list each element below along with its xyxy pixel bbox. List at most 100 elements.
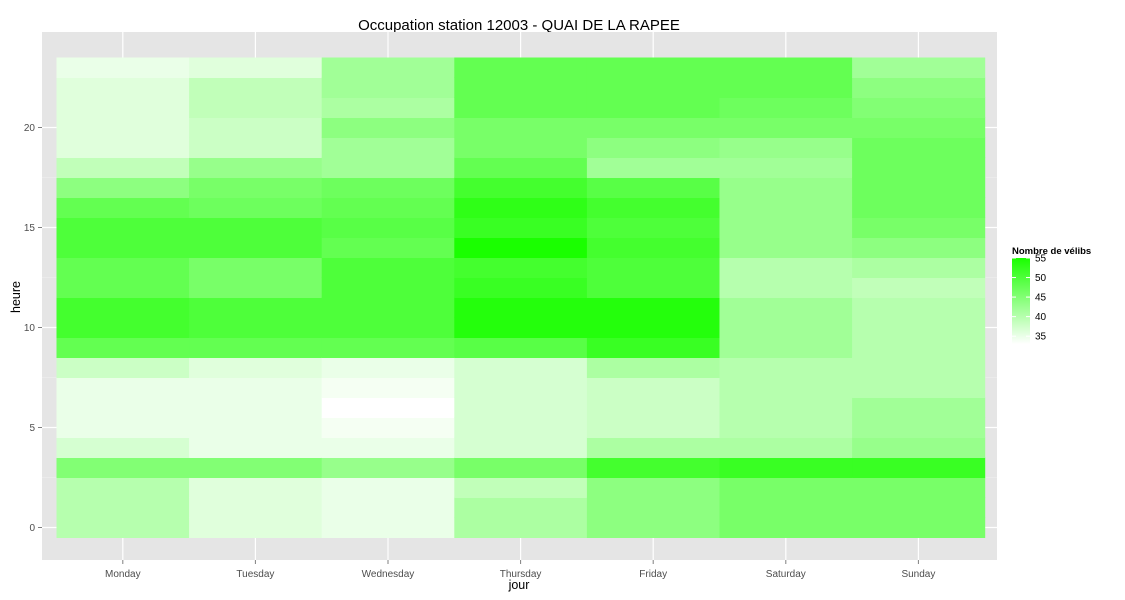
heatmap-cell [852,397,986,418]
heatmap-cell [189,137,323,158]
heatmap-cell [189,457,323,478]
heatmap-cell [586,237,720,258]
heatmap-cell [56,497,190,518]
heatmap-cell [586,277,720,298]
heatmap-cell [586,357,720,378]
heatmap-cell [189,77,323,98]
heatmap-cell [852,337,986,358]
heatmap-cell [189,377,323,398]
heatmap-cell [852,77,986,98]
heatmap-cell [454,157,588,178]
heatmap-cell [719,377,853,398]
heatmap-cell [189,517,323,538]
heatmap-cell [586,57,720,78]
heatmap-cell [56,357,190,378]
heatmap-cell [852,477,986,498]
heatmap-cell [321,237,455,258]
heatmap-cell [56,277,190,298]
heatmap-cell [321,197,455,218]
heatmap-cell [321,257,455,278]
heatmap-cell [454,57,588,78]
heatmap-cell [719,257,853,278]
heatmap-cell [321,357,455,378]
heatmap-cell [454,397,588,418]
heatmap-cell [719,77,853,98]
heatmap-cell [189,197,323,218]
heatmap-cell [56,337,190,358]
heatmap-cell [719,57,853,78]
heatmap-cell [852,317,986,338]
heatmap-cell [719,357,853,378]
heatmap-cell [719,177,853,198]
heatmap-cell [586,137,720,158]
y-tick-label: 15 [24,223,36,234]
heatmap-cell [719,117,853,138]
heatmap-cell [321,97,455,118]
heatmap-cell [454,97,588,118]
heatmap-cell [719,397,853,418]
heatmap-cell [321,177,455,198]
heatmap-cell [454,377,588,398]
heatmap-cell [189,217,323,238]
heatmap-cell [189,157,323,178]
heatmap-cell [719,517,853,538]
heatmap-cell [719,457,853,478]
heatmap-cell [189,437,323,458]
x-tick-label: Friday [639,569,667,580]
heatmap-cell [454,477,588,498]
heatmap-cell [56,377,190,398]
legend-title: Nombre de vélibs [1012,246,1091,257]
heatmap-cell [189,297,323,318]
heatmap-cell [454,117,588,138]
heatmap-cell [321,117,455,138]
heatmap-cell [852,217,986,238]
y-axis-title: heure [9,281,23,313]
heatmap-cell [56,57,190,78]
heatmap-cell [56,437,190,458]
x-axis-ticks: Monday Tuesday Wednesday Thursday Friday Satu… [105,560,935,580]
heatmap-cell [454,257,588,278]
heatmap-cell [586,337,720,358]
heatmap-cell [586,77,720,98]
heatmap-cell [852,437,986,458]
heatmap-cell [586,157,720,178]
color-legend: Nombre de vélibs 55 50 45 40 35 [1012,246,1091,344]
heatmap-cell [189,97,323,118]
x-tick-label: Sunday [901,569,935,580]
heatmap-cell [852,297,986,318]
heatmap-cell [719,337,853,358]
heatmap-cell [719,297,853,318]
heatmap-cell [321,437,455,458]
heatmap-cell [719,317,853,338]
heatmap-cell [56,237,190,258]
heatmap-cell [321,497,455,518]
heatmap-cell [189,317,323,338]
heatmap-cell [454,417,588,438]
heatmap-cell [719,197,853,218]
heatmap-cell [56,297,190,318]
heatmap-cell [586,377,720,398]
heatmap-cell [321,457,455,478]
heatmap-cell [852,197,986,218]
heatmap-cell [56,137,190,158]
heatmap-cell [852,517,986,538]
heatmap-cell [321,137,455,158]
heatmap-cell [56,457,190,478]
heatmap-cell [586,397,720,418]
heatmap-cell [56,397,190,418]
y-tick-label: 10 [24,323,36,334]
heatmap-cell [852,97,986,118]
heatmap-cell [454,337,588,358]
heatmap-cell [321,297,455,318]
heatmap-cell [321,477,455,498]
heatmap-cell [189,497,323,518]
heatmap-cell [321,157,455,178]
y-tick-label: 0 [29,523,35,534]
heatmap-cell [189,117,323,138]
heatmap-cell [56,517,190,538]
heatmap-cell [586,197,720,218]
heatmap-cell [56,217,190,238]
heatmap-cell [189,477,323,498]
heatmap-cell [719,497,853,518]
